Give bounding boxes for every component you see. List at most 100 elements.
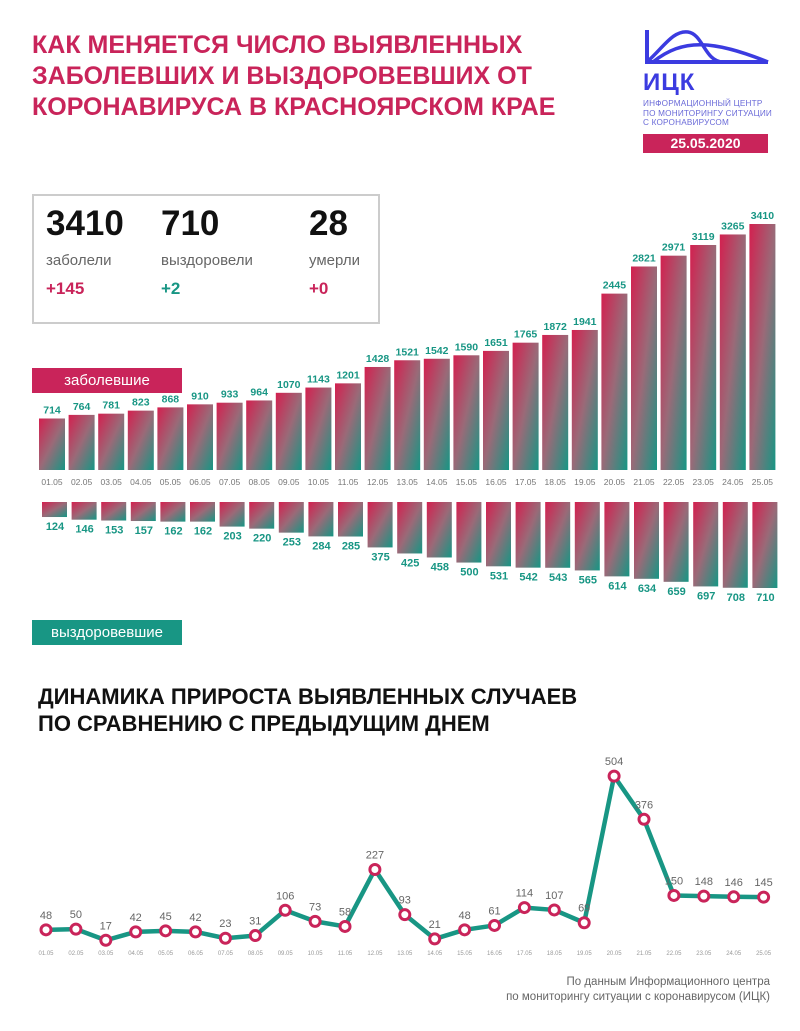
recovered-bar bbox=[663, 502, 689, 582]
date-tick-label: 10.05 bbox=[308, 477, 330, 487]
recovered-bar bbox=[397, 502, 423, 554]
growth-point bbox=[428, 932, 442, 946]
date-tick-label: 10.05 bbox=[308, 951, 324, 957]
infected-value-label: 1542 bbox=[425, 345, 449, 357]
recovered-value-label: 146 bbox=[75, 524, 93, 536]
recovered-value-label: 425 bbox=[401, 557, 419, 569]
growth-point bbox=[69, 922, 83, 936]
stat-value: 3410 bbox=[46, 204, 124, 243]
growth-value-label: 150 bbox=[665, 875, 683, 887]
recovered-bar bbox=[486, 502, 511, 567]
infected-bar bbox=[127, 410, 154, 470]
page-title: КАК МЕНЯЕТСЯ ЧИСЛО ВЫЯВЛЕННЫХ ЗАБОЛЕВШИХ… bbox=[32, 31, 556, 121]
date-tick-label: 07.05 bbox=[218, 951, 234, 957]
infected-value-label: 3265 bbox=[721, 220, 745, 232]
growth-value-label: 48 bbox=[40, 910, 52, 922]
infected-bar bbox=[601, 293, 628, 470]
date-tick-label: 19.05 bbox=[577, 951, 593, 957]
recovered-value-label: 157 bbox=[135, 525, 153, 537]
date-tick-label: 21.05 bbox=[636, 951, 652, 957]
recovered-bar bbox=[752, 502, 778, 588]
date-tick-label: 18.05 bbox=[547, 951, 563, 957]
infected-bar bbox=[246, 400, 273, 470]
date-tick-label: 05.05 bbox=[160, 477, 182, 487]
growth-value-label: 107 bbox=[545, 890, 563, 902]
date-tick-label: 16.05 bbox=[487, 951, 503, 957]
infected-value-label: 1872 bbox=[544, 321, 568, 333]
growth-point bbox=[218, 931, 232, 945]
date-tick-label: 25.05 bbox=[752, 477, 774, 487]
stat-label: выздоровели bbox=[161, 252, 253, 269]
growth-value-label: 69 bbox=[578, 903, 590, 915]
logo-curve-icon bbox=[645, 30, 769, 64]
infected-value-label: 1521 bbox=[396, 346, 420, 358]
recovered-value-label: 614 bbox=[608, 580, 627, 592]
growth-point bbox=[607, 769, 621, 783]
growth-point bbox=[338, 919, 352, 933]
stat-label: заболели bbox=[46, 252, 112, 269]
recovered-value-label: 153 bbox=[105, 525, 123, 537]
date-tick-label: 14.05 bbox=[427, 951, 443, 957]
stat-value: 28 bbox=[309, 204, 348, 243]
growth-point bbox=[159, 924, 173, 938]
date-tick-label: 07.05 bbox=[219, 477, 241, 487]
stat-deaths: 28 умерли +0 bbox=[309, 196, 360, 299]
recovered-value-label: 284 bbox=[312, 540, 331, 552]
infected-value-label: 823 bbox=[132, 397, 150, 409]
growth-point bbox=[308, 914, 322, 928]
infected-bar bbox=[216, 402, 243, 470]
recovered-label: выздоровевшие bbox=[32, 620, 182, 645]
recovered-value-label: 710 bbox=[756, 592, 774, 604]
source-note: По данным Информационного центра по мони… bbox=[506, 975, 770, 1005]
date-tick-label: 23.05 bbox=[693, 477, 715, 487]
recovered-bar bbox=[634, 502, 659, 579]
infected-value-label: 910 bbox=[191, 390, 209, 402]
infected-bar bbox=[68, 414, 95, 470]
infected-bar bbox=[542, 334, 569, 470]
recovered-value-label: 162 bbox=[164, 526, 182, 538]
recovered-value-label: 162 bbox=[194, 526, 212, 538]
recovered-bar bbox=[71, 502, 97, 520]
infected-value-label: 2971 bbox=[662, 242, 686, 254]
growth-point bbox=[248, 929, 262, 943]
recovered-bar bbox=[130, 502, 156, 522]
infected-value-label: 2821 bbox=[632, 252, 656, 264]
recovered-value-label: 285 bbox=[342, 541, 360, 553]
growth-value-label: 93 bbox=[399, 895, 411, 907]
recovered-bar bbox=[693, 502, 719, 587]
growth-point bbox=[129, 925, 143, 939]
logo-subtitle-line: ПО МОНИТОРИНГУ СИТУАЦИИ bbox=[643, 108, 773, 118]
date-tick-label: 13.05 bbox=[397, 951, 413, 957]
date-tick-label: 19.05 bbox=[574, 477, 596, 487]
infected-value-label: 1651 bbox=[484, 337, 508, 349]
growth-value-label: 504 bbox=[605, 756, 623, 768]
infected-bar bbox=[39, 418, 65, 470]
growth-point bbox=[577, 916, 591, 930]
date-tick-label: 22.05 bbox=[663, 477, 685, 487]
date-tick-label: 21.05 bbox=[633, 477, 655, 487]
growth-point bbox=[39, 923, 53, 937]
date-tick-label: 09.05 bbox=[278, 951, 294, 957]
growth-point bbox=[667, 888, 681, 902]
recovered-value-label: 531 bbox=[490, 570, 508, 582]
infected-value-label: 964 bbox=[250, 386, 268, 398]
recovered-bar bbox=[574, 502, 600, 571]
date-tick-label: 03.05 bbox=[98, 951, 114, 957]
stats-box: 3410 заболели +145 710 выздоровели +2 28… bbox=[32, 194, 380, 324]
date-tick-label: 24.05 bbox=[726, 951, 742, 957]
stat-delta: +2 bbox=[161, 279, 181, 298]
recovered-value-label: 542 bbox=[519, 572, 537, 584]
growth-value-label: 146 bbox=[725, 877, 743, 889]
recovered-value-label: 697 bbox=[697, 590, 715, 602]
date-tick-label: 12.05 bbox=[367, 951, 383, 957]
recovered-bar bbox=[456, 502, 482, 563]
stat-delta: +0 bbox=[309, 279, 329, 298]
date-tick-label: 05.05 bbox=[158, 951, 174, 957]
growth-value-label: 73 bbox=[309, 901, 321, 913]
date-tick-label: 02.05 bbox=[68, 951, 84, 957]
recovered-value-label: 708 bbox=[727, 592, 745, 604]
recovered-bar bbox=[338, 502, 363, 537]
infected-bar bbox=[483, 350, 509, 470]
section-title: ДИНАМИКА ПРИРОСТА ВЫЯВЛЕННЫХ СЛУЧАЕВ ПО … bbox=[38, 683, 577, 737]
logo: ИЦК ИНФОРМАЦИОННЫЙ ЦЕНТР ПО МОНИТОРИНГУ … bbox=[643, 28, 793, 128]
